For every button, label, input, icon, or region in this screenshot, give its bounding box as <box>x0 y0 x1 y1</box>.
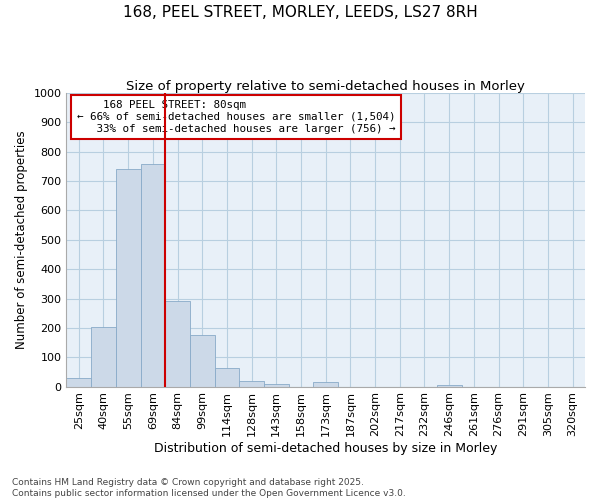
Title: Size of property relative to semi-detached houses in Morley: Size of property relative to semi-detach… <box>126 80 525 93</box>
Bar <box>239 382 264 386</box>
Text: 168 PEEL STREET: 80sqm
← 66% of semi-detached houses are smaller (1,504)
   33% : 168 PEEL STREET: 80sqm ← 66% of semi-det… <box>77 100 395 134</box>
Bar <box>264 384 289 386</box>
Bar <box>67 378 91 386</box>
Bar <box>313 382 338 386</box>
Bar <box>140 164 165 386</box>
Text: Contains HM Land Registry data © Crown copyright and database right 2025.
Contai: Contains HM Land Registry data © Crown c… <box>12 478 406 498</box>
Bar <box>437 385 461 386</box>
X-axis label: Distribution of semi-detached houses by size in Morley: Distribution of semi-detached houses by … <box>154 442 497 455</box>
Y-axis label: Number of semi-detached properties: Number of semi-detached properties <box>15 130 28 349</box>
Bar <box>91 327 116 386</box>
Bar <box>116 170 140 386</box>
Text: 168, PEEL STREET, MORLEY, LEEDS, LS27 8RH: 168, PEEL STREET, MORLEY, LEEDS, LS27 8R… <box>122 5 478 20</box>
Bar <box>190 335 215 386</box>
Bar <box>165 300 190 386</box>
Bar <box>215 368 239 386</box>
